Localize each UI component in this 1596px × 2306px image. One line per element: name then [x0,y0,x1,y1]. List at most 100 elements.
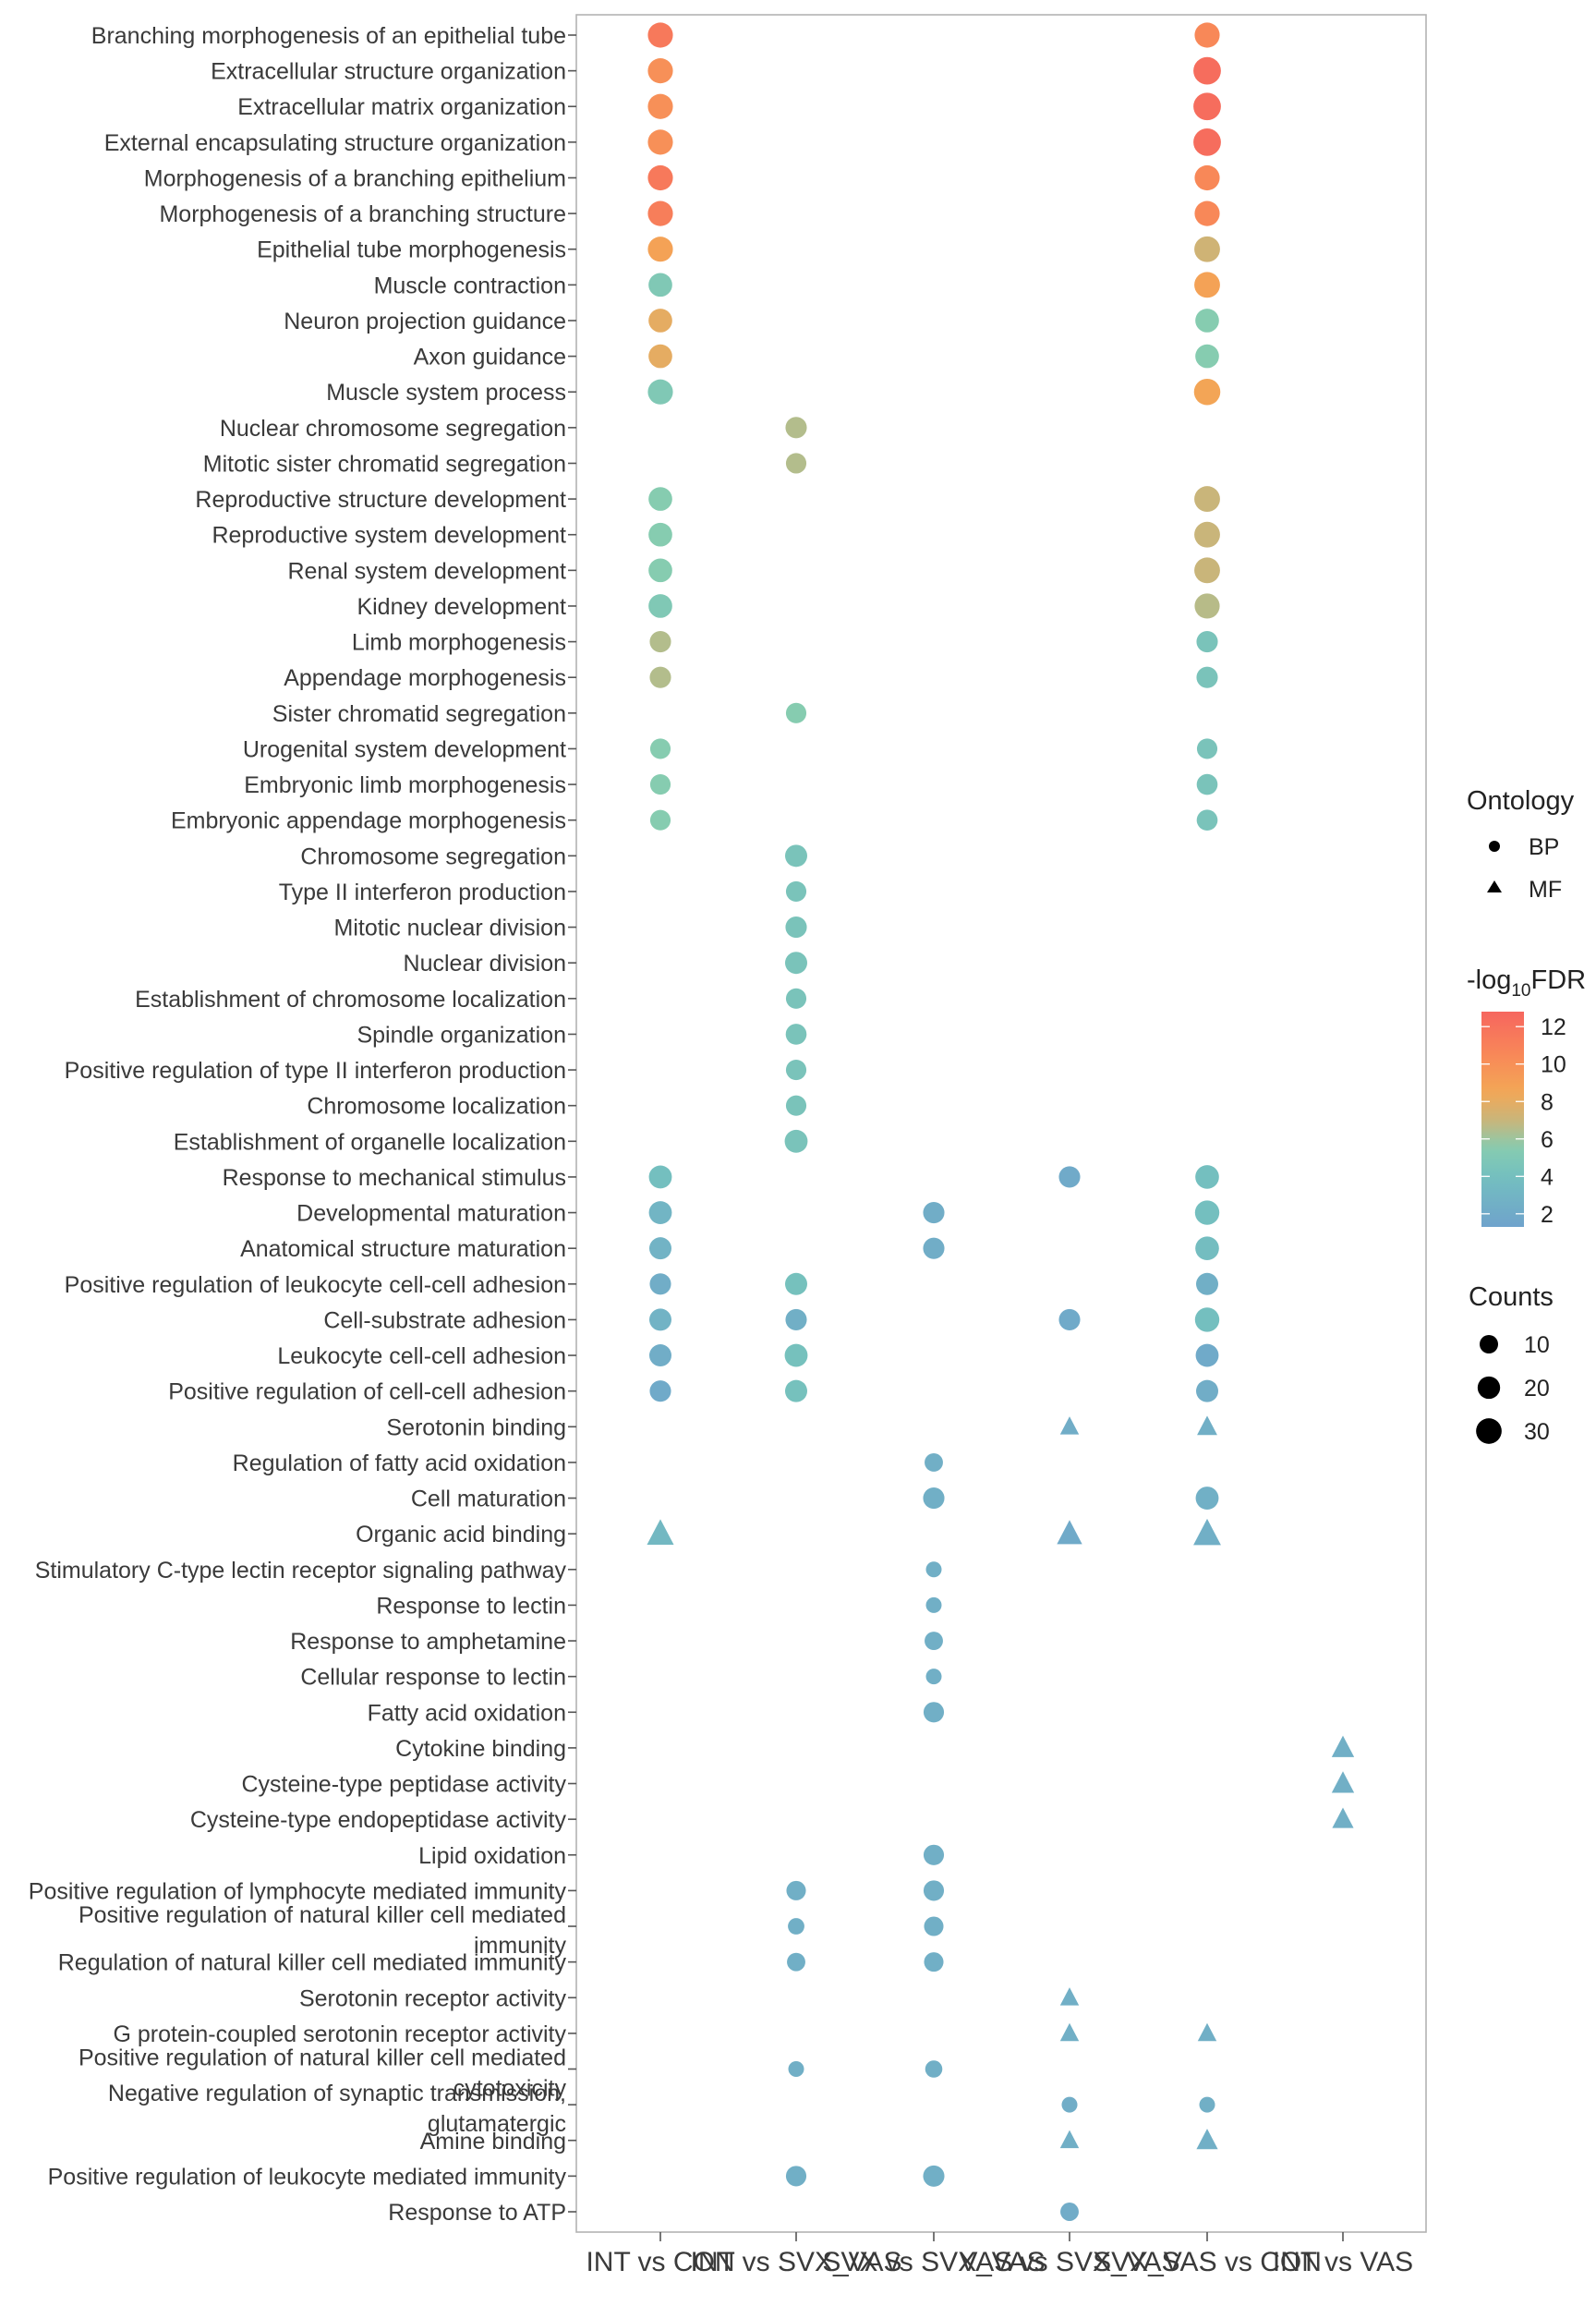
y-tick-label: External encapsulating structure organiz… [104,130,566,156]
point-bp-circle [925,1596,942,1613]
point-bp-circle [1195,1343,1219,1367]
legend-ontology-title: Ontology [1467,786,1575,816]
y-tick-label: Type II interferon production [279,880,566,905]
point-bp-circle [785,702,807,723]
x-tick-label: INT vs SVX_VAS [691,2247,902,2277]
legend-colorbar [1481,1012,1524,1227]
point-mf-triangle [1057,1520,1082,1545]
point-bp-circle [785,988,807,1009]
point-bp-circle [785,2166,807,2187]
point-bp-circle [925,1632,943,1650]
point-bp-circle [1060,2203,1079,2221]
y-tick-label: Establishment of chromosome localization [135,987,566,1013]
y-tick-label: Leukocyte cell-cell adhesion [277,1343,566,1369]
y-tick-label: Positive regulation of natural killer ce… [79,1902,567,1959]
y-tick-label: Cysteine-type peptidase activity [241,1772,566,1798]
y-tick-label: Reproductive structure development [195,487,566,513]
y-tick-label: Extracellular matrix organization [237,94,566,120]
point-bp-circle [1196,773,1218,795]
plot-panel [575,14,1427,2233]
point-bp-circle [1193,127,1221,156]
y-tick-label: Renal system development [287,558,566,584]
point-bp-circle [647,164,673,191]
x-tick-label: SVX vs SVX_VAS [822,2247,1045,2277]
y-tick-label: Cellular response to lectin [300,1665,566,1691]
y-tick-label: Kidney development [357,594,566,620]
point-bp-circle [1194,272,1220,298]
point-mf-triangle [1193,1518,1221,1546]
point-bp-circle [648,1201,672,1224]
point-bp-circle [649,1344,671,1367]
point-mf-triangle [1331,1735,1355,1757]
point-bp-circle [1196,1272,1218,1295]
y-tick-label: Negative regulation of synaptic transmis… [108,2081,566,2137]
point-bp-circle [648,1165,672,1189]
point-bp-circle [923,1202,945,1224]
point-bp-circle [1195,1487,1219,1510]
y-tick-label: Regulation of fatty acid oxidation [233,1450,566,1476]
point-bp-circle [925,1669,942,1685]
point-bp-circle [924,1952,944,1972]
colorbar-tick-label: 6 [1541,1127,1554,1153]
y-tick-label: Limb morphogenesis [352,630,566,656]
x-tick-label: INT vs VAS [1273,2247,1413,2277]
point-bp-circle [1196,738,1218,759]
point-bp-circle [785,844,807,868]
point-bp-circle [649,1380,671,1402]
point-bp-circle [648,594,672,618]
y-tick-label: Amine binding [420,2129,566,2154]
point-bp-circle [787,1952,805,1972]
point-bp-circle [785,1308,807,1330]
x-tick-label: INT vs CON [586,2247,734,2277]
point-bp-circle [923,1702,945,1723]
y-tick-label: Establishment of organelle localization [174,1129,566,1155]
point-bp-circle [648,344,672,369]
y-tick-label: Stimulatory C-type lectin receptor signa… [35,1558,567,1584]
point-bp-circle [923,1844,945,1865]
point-bp-circle [649,1308,671,1331]
point-bp-circle [785,1095,807,1116]
y-tick-label: Serotonin receptor activity [299,1985,567,2011]
point-bp-circle [925,2060,943,2078]
point-bp-circle [784,1129,808,1153]
y-tick-label: Chromosome segregation [300,844,566,869]
point-bp-circle [785,453,807,474]
y-tick-label: Sister chromatid segregation [272,701,566,727]
point-bp-circle [784,1343,808,1367]
y-tick-label: Positive regulation of cell-cell adhesio… [168,1379,566,1405]
point-mf-triangle [1059,1416,1080,1435]
point-bp-circle [785,1272,807,1295]
point-bp-circle [785,916,807,939]
point-bp-circle [923,1237,945,1259]
legend-color-title: -log10FDR [1467,965,1586,1001]
y-tick-label: Developmental maturation [296,1201,566,1227]
point-mf-triangle [1331,1771,1355,1793]
point-bp-circle [1194,521,1220,548]
point-bp-circle [1061,2096,1078,2113]
point-bp-circle [649,809,671,831]
y-axis: Branching morphogenesis of an epithelial… [29,23,576,2226]
point-bp-circle [648,558,672,583]
y-tick-label: G protein-coupled serotonin receptor act… [113,2021,566,2047]
y-tick-label: Embryonic limb morphogenesis [244,772,566,798]
point-bp-circle [648,273,672,297]
point-mf-triangle [1059,2022,1080,2042]
point-bp-circle [648,522,672,547]
point-bp-circle [1194,486,1220,513]
point-bp-circle [649,631,671,653]
legend-mf-label: MF [1529,877,1562,903]
y-tick-label: Extracellular structure organization [211,59,566,85]
point-bp-circle [649,666,671,688]
point-bp-circle [788,2061,804,2078]
legend-size-circle-icon [1479,1334,1499,1354]
y-tick-label: Reproductive system development [212,523,566,549]
point-bp-circle [1193,378,1221,406]
point-bp-circle [925,1561,942,1578]
point-bp-circle [648,487,672,511]
point-bp-circle [1195,1236,1219,1261]
legend-ontology: Ontology BP MF [1467,786,1575,903]
legend-size: Counts 10 20 30 [1469,1282,1554,1445]
y-tick-label: Response to lectin [376,1593,566,1619]
y-tick-label: Axon guidance [414,345,566,370]
point-bp-circle [647,237,673,262]
